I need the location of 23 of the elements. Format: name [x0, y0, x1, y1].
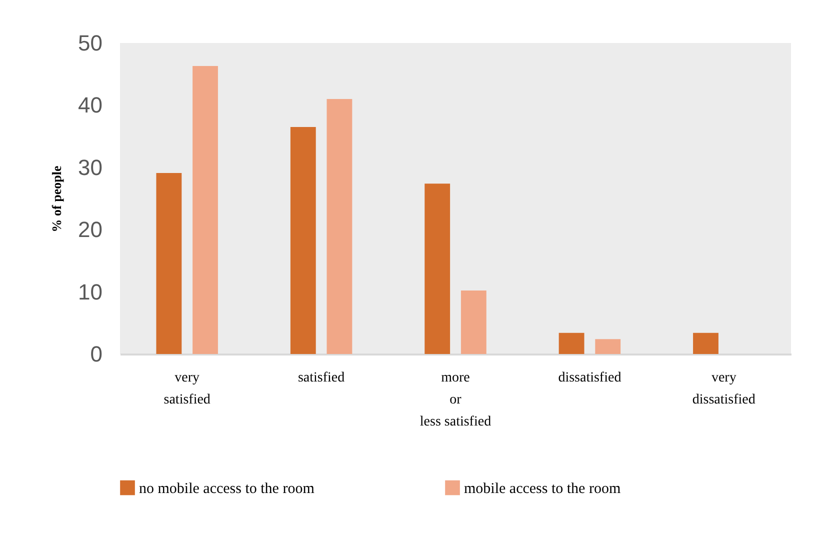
bar — [156, 173, 182, 354]
x-tick-label: dissatisfied — [558, 370, 622, 386]
y-tick-label: 0 — [90, 342, 102, 366]
bar — [192, 66, 218, 354]
y-tick-label: 50 — [78, 30, 102, 56]
y-tick-label: 30 — [78, 154, 102, 180]
y-tick-label: 40 — [78, 92, 102, 118]
x-tick-label: satisfied — [298, 370, 345, 386]
bar — [460, 290, 486, 354]
bar — [595, 339, 621, 354]
y-tick-label: 10 — [78, 279, 102, 304]
bar — [326, 98, 352, 354]
x-tick-label: more or less satisfied — [420, 370, 492, 430]
y-tick-label: 20 — [78, 217, 102, 242]
legend-label: mobile access to the room — [464, 480, 621, 497]
bar — [424, 184, 450, 354]
legend-label: no mobile access to the room — [139, 480, 315, 497]
bar — [693, 332, 718, 354]
y-axis-title: % of people — [49, 166, 64, 232]
x-tick-label: very satisfied — [164, 370, 210, 408]
bar — [290, 126, 316, 354]
x-tick-label: very dissatisfied — [692, 370, 756, 408]
bar — [558, 332, 584, 354]
